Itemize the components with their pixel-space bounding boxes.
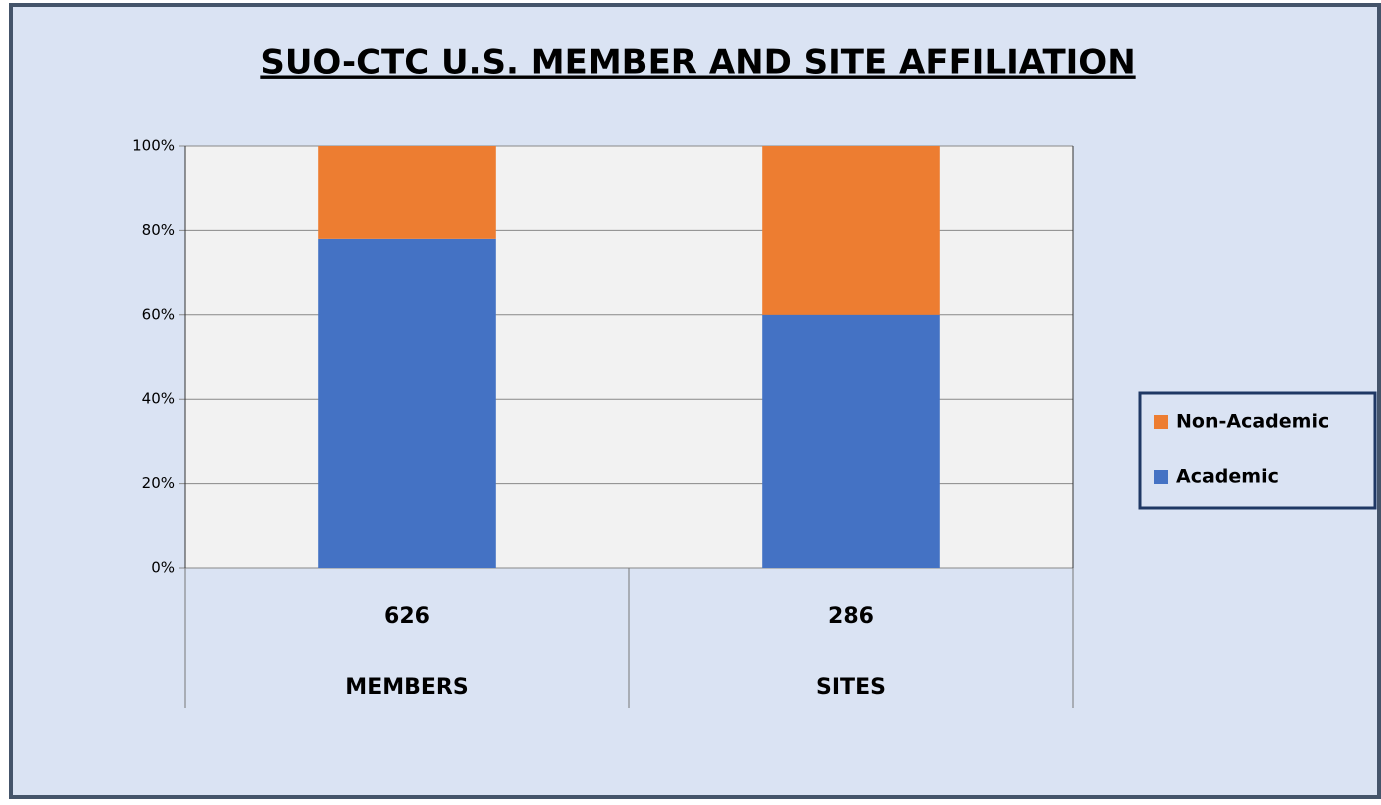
x-tick-count: 286: [828, 604, 874, 629]
y-tick-label: 40%: [142, 390, 175, 408]
legend-label: Academic: [1176, 466, 1279, 488]
x-tick-label: MEMBERS: [345, 675, 468, 700]
legend-swatch: [1154, 470, 1168, 484]
x-tick-label: SITES: [816, 675, 886, 700]
bar-segment: [318, 238, 496, 568]
y-tick-label: 80%: [142, 221, 175, 239]
legend-swatch: [1154, 415, 1168, 429]
bar-segment: [762, 146, 940, 315]
legend-label: Non-Academic: [1176, 411, 1329, 433]
x-tick-count: 626: [384, 604, 430, 629]
bar-segment: [762, 314, 940, 568]
y-tick-label: 20%: [142, 474, 175, 492]
y-tick-label: 60%: [142, 305, 175, 323]
bar-segment: [318, 146, 496, 239]
y-tick-label: 100%: [132, 137, 175, 155]
legend-box: [1138, 391, 1377, 510]
chart-title: SUO-CTC U.S. MEMBER AND SITE AFFILIATION: [260, 43, 1135, 83]
y-tick-label: 0%: [151, 559, 175, 577]
